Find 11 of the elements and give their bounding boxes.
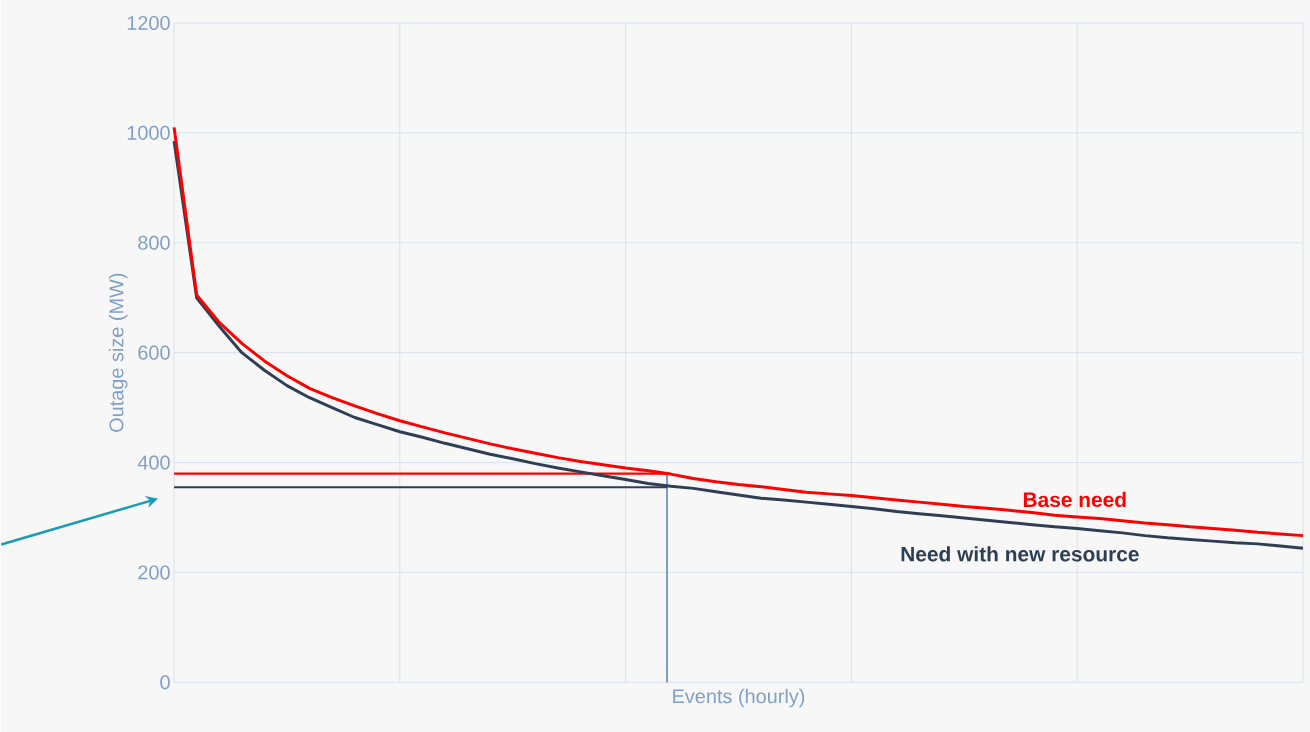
y-tick-label: 1000 <box>127 125 170 140</box>
y-tick-label: 800 <box>138 235 170 250</box>
y-tick-label: 200 <box>138 565 170 580</box>
y-tick-label: 400 <box>137 455 170 470</box>
y-tick-label: 600 <box>138 345 170 360</box>
y-tick-label: 0 <box>160 675 170 690</box>
series-label: Need with new resource <box>901 546 1139 562</box>
y-tick-label: 1200 <box>127 15 170 30</box>
x-axis-title: Events (hourly) <box>673 688 805 708</box>
y-axis-title: Outage size (MW) <box>108 273 128 432</box>
series-label: Base need <box>1023 491 1126 507</box>
